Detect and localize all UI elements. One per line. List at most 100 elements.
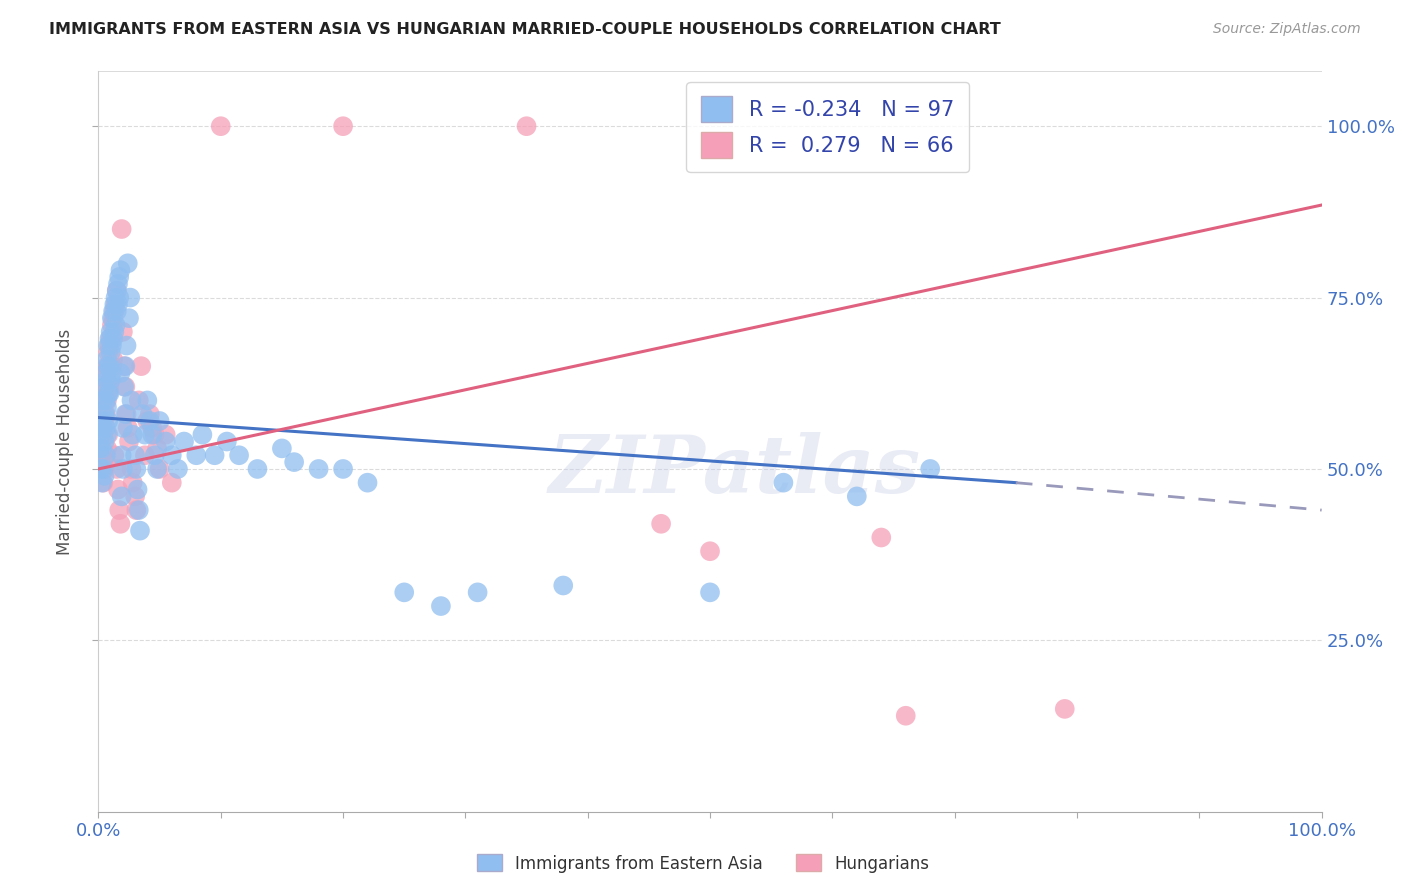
Point xyxy=(650,516,672,531)
Point xyxy=(127,483,149,497)
Point xyxy=(93,380,115,394)
Point xyxy=(93,434,115,449)
Point xyxy=(114,407,136,421)
Point xyxy=(118,311,141,326)
Point xyxy=(515,119,537,133)
Point xyxy=(98,338,121,352)
Point xyxy=(155,427,177,442)
Point xyxy=(167,462,190,476)
Text: Source: ZipAtlas.com: Source: ZipAtlas.com xyxy=(1213,22,1361,37)
Point xyxy=(173,434,195,449)
Point xyxy=(134,448,156,462)
Point xyxy=(160,448,183,462)
Point xyxy=(136,414,159,428)
Point xyxy=(553,578,575,592)
Point xyxy=(845,489,868,503)
Point xyxy=(136,393,159,408)
Point xyxy=(94,448,117,462)
Point xyxy=(121,475,143,490)
Point xyxy=(93,414,115,428)
Point xyxy=(117,256,139,270)
Point xyxy=(146,462,169,476)
Point xyxy=(111,448,134,462)
Point xyxy=(101,318,124,332)
Point xyxy=(129,524,152,538)
Point xyxy=(107,277,129,291)
Point xyxy=(125,503,148,517)
Point xyxy=(94,366,117,380)
Point xyxy=(104,291,127,305)
Point xyxy=(91,448,114,462)
Point xyxy=(100,332,122,346)
Point xyxy=(112,359,135,373)
Point xyxy=(98,332,121,346)
Point xyxy=(141,427,163,442)
Point xyxy=(96,442,118,456)
Point xyxy=(120,462,142,476)
Text: IMMIGRANTS FROM EASTERN ASIA VS HUNGARIAN MARRIED-COUPLE HOUSEHOLDS CORRELATION : IMMIGRANTS FROM EASTERN ASIA VS HUNGARIA… xyxy=(49,22,1001,37)
Point xyxy=(139,407,162,421)
Point xyxy=(104,318,127,332)
Point xyxy=(91,475,114,490)
Point xyxy=(124,448,146,462)
Point xyxy=(103,297,125,311)
Point xyxy=(101,338,124,352)
Point xyxy=(894,708,917,723)
Point xyxy=(111,421,134,435)
Point xyxy=(128,503,150,517)
Point xyxy=(100,373,122,387)
Point xyxy=(91,475,114,490)
Point xyxy=(91,427,114,442)
Point xyxy=(98,380,121,394)
Y-axis label: Married-couple Households: Married-couple Households xyxy=(56,328,75,555)
Point xyxy=(94,393,117,408)
Point xyxy=(105,284,128,298)
Point xyxy=(104,297,127,311)
Point xyxy=(97,386,120,401)
Point xyxy=(111,325,134,339)
Point xyxy=(100,325,122,339)
Point xyxy=(143,448,166,462)
Point xyxy=(114,359,136,373)
Point xyxy=(392,585,416,599)
Point xyxy=(131,407,153,421)
Point xyxy=(228,448,250,462)
Point xyxy=(89,442,111,456)
Point xyxy=(101,311,124,326)
Point xyxy=(160,475,183,490)
Point xyxy=(332,119,354,133)
Point xyxy=(94,448,117,462)
Point xyxy=(97,345,120,359)
Point xyxy=(90,462,112,476)
Point xyxy=(149,414,172,428)
Point xyxy=(91,442,114,456)
Point xyxy=(101,352,124,367)
Point xyxy=(97,338,120,352)
Point xyxy=(101,304,124,318)
Point xyxy=(93,380,115,394)
Point xyxy=(204,448,226,462)
Point xyxy=(186,448,208,462)
Point xyxy=(1053,702,1076,716)
Point xyxy=(149,462,172,476)
Point xyxy=(98,386,121,401)
Point xyxy=(105,462,128,476)
Point xyxy=(699,544,721,558)
Point xyxy=(93,468,115,483)
Point xyxy=(108,270,131,285)
Point xyxy=(209,119,232,133)
Point xyxy=(91,462,114,476)
Point xyxy=(103,325,125,339)
Point xyxy=(467,585,489,599)
Point xyxy=(128,393,150,408)
Point xyxy=(141,421,163,435)
Point xyxy=(101,359,124,373)
Point xyxy=(308,462,330,476)
Point xyxy=(120,291,142,305)
Point xyxy=(91,393,114,408)
Point xyxy=(94,407,117,421)
Point xyxy=(107,483,129,497)
Point xyxy=(114,380,136,394)
Point xyxy=(90,421,112,435)
Point xyxy=(101,311,124,326)
